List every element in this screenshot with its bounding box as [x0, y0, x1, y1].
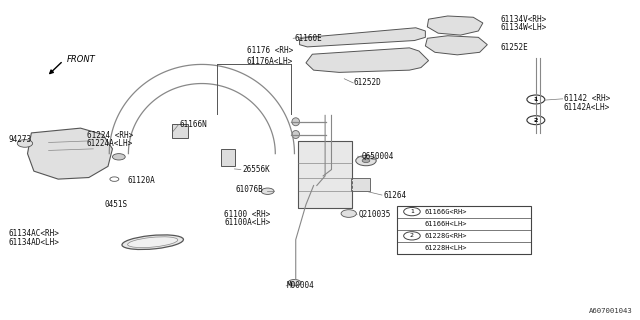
Text: 2: 2 — [534, 118, 538, 123]
Text: Q650004: Q650004 — [362, 152, 394, 161]
Polygon shape — [428, 16, 483, 35]
Text: M00004: M00004 — [287, 281, 314, 290]
Text: Q210035: Q210035 — [358, 210, 390, 219]
Text: 61134W<LH>: 61134W<LH> — [500, 23, 547, 32]
Polygon shape — [306, 48, 429, 72]
Text: 61100A<LH>: 61100A<LH> — [224, 218, 271, 227]
Circle shape — [527, 95, 545, 104]
Circle shape — [404, 232, 420, 240]
Text: 1: 1 — [410, 209, 414, 214]
Text: 61176 <RH>: 61176 <RH> — [246, 45, 293, 55]
Circle shape — [527, 116, 545, 124]
Polygon shape — [426, 36, 487, 55]
Text: 61228H<LH>: 61228H<LH> — [425, 245, 467, 251]
Text: 61120A: 61120A — [127, 176, 155, 185]
Ellipse shape — [127, 237, 178, 248]
Text: 61166H<LH>: 61166H<LH> — [425, 221, 467, 227]
Text: 94273: 94273 — [8, 135, 31, 144]
Text: FRONT: FRONT — [67, 55, 96, 64]
Circle shape — [356, 156, 376, 166]
Text: 61166G<RH>: 61166G<RH> — [425, 209, 467, 215]
Text: 61176A<LH>: 61176A<LH> — [246, 57, 293, 66]
Polygon shape — [300, 28, 426, 47]
Circle shape — [404, 207, 420, 216]
Text: 61160E: 61160E — [294, 34, 322, 43]
Circle shape — [341, 210, 356, 217]
Text: 61142 <RH>: 61142 <RH> — [564, 94, 610, 103]
Ellipse shape — [292, 131, 300, 139]
Circle shape — [113, 154, 125, 160]
Text: 0451S: 0451S — [104, 200, 127, 209]
Circle shape — [288, 279, 301, 286]
Text: 61224 <RH>: 61224 <RH> — [87, 131, 133, 140]
Polygon shape — [28, 128, 113, 179]
Text: 61134AD<LH>: 61134AD<LH> — [8, 238, 60, 247]
Bar — [221, 149, 235, 166]
Bar — [172, 124, 188, 138]
Text: 61166N: 61166N — [179, 120, 207, 130]
Bar — [351, 178, 370, 191]
Ellipse shape — [292, 118, 300, 126]
Text: 61228G<RH>: 61228G<RH> — [425, 233, 467, 239]
Text: 61264: 61264 — [384, 190, 407, 200]
Text: 1: 1 — [534, 97, 538, 102]
Text: A607001043: A607001043 — [589, 308, 633, 314]
Text: 61142A<LH>: 61142A<LH> — [564, 103, 610, 112]
Circle shape — [362, 159, 370, 163]
Text: 61134AC<RH>: 61134AC<RH> — [8, 229, 60, 238]
Text: 2: 2 — [410, 233, 414, 238]
Text: 61252E: 61252E — [500, 43, 528, 52]
Bar — [397, 205, 531, 254]
Text: 61134V<RH>: 61134V<RH> — [500, 15, 547, 24]
Text: 61224A<LH>: 61224A<LH> — [87, 139, 133, 148]
Text: 61100 <RH>: 61100 <RH> — [224, 210, 271, 219]
Text: 61252D: 61252D — [353, 78, 381, 87]
Circle shape — [110, 177, 119, 181]
Bar — [298, 141, 352, 208]
Text: 61076B: 61076B — [236, 185, 264, 194]
Circle shape — [17, 140, 33, 147]
Text: 26556K: 26556K — [242, 165, 270, 174]
Ellipse shape — [122, 235, 184, 250]
Circle shape — [261, 188, 274, 195]
